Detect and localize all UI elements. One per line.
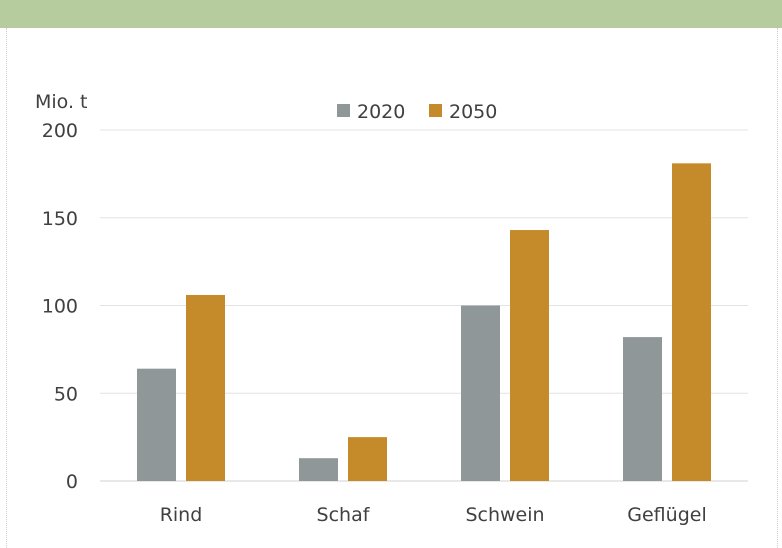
y-tick-label: 150 xyxy=(42,208,78,230)
y-tick-label: 200 xyxy=(42,120,78,142)
bar-2020-schaf xyxy=(299,458,338,481)
bars xyxy=(137,163,711,481)
y-tick-label: 100 xyxy=(42,296,78,318)
bar-2050-geflügel xyxy=(672,163,711,481)
y-tick-label: 0 xyxy=(66,471,78,493)
bar-2050-schaf xyxy=(348,437,387,481)
legend-label: 2050 xyxy=(449,101,497,123)
bar-2050-rind xyxy=(186,294,225,481)
legend-swatch xyxy=(337,104,350,117)
legend: 2020 2050 xyxy=(337,101,497,123)
x-axis-ticks: Rind Schaf Schwein Geflügel xyxy=(160,504,707,526)
legend-label: 2020 xyxy=(357,101,405,123)
x-tick-label: Schwein xyxy=(465,504,544,526)
y-tick-label: 50 xyxy=(54,383,78,405)
frame-border-right xyxy=(777,28,778,548)
bar-2020-geflügel xyxy=(623,337,662,481)
x-tick-label: Rind xyxy=(160,504,203,526)
bar-2020-schwein xyxy=(461,305,500,481)
x-tick-label: Geflügel xyxy=(627,504,706,526)
header-band xyxy=(0,0,782,28)
legend-swatch xyxy=(429,104,442,117)
x-tick-label: Schaf xyxy=(317,504,371,526)
bar-2020-rind xyxy=(137,368,176,481)
y-axis-unit-label: Mio. t xyxy=(35,91,88,113)
y-axis-ticks: 0 50 100 150 200 xyxy=(42,120,78,493)
frame-border-left xyxy=(6,28,7,548)
bar-2050-schwein xyxy=(510,230,549,481)
